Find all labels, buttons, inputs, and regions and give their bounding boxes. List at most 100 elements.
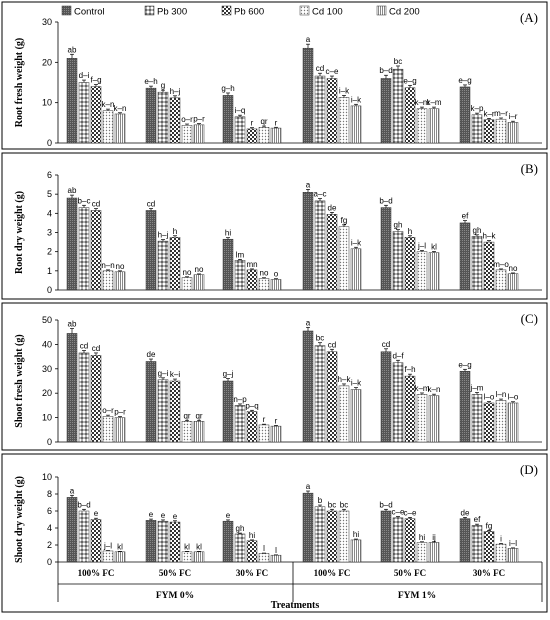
bar-control-5 xyxy=(459,370,471,443)
y-tick-label: 40 xyxy=(42,339,52,349)
bar-pb-300-2 xyxy=(234,533,246,563)
significance-letter: h–j xyxy=(158,231,169,240)
significance-letter: k–n xyxy=(102,100,115,109)
bar-cd-200-1 xyxy=(193,551,205,563)
significance-letter: ef xyxy=(462,212,469,221)
significance-letter: c–e xyxy=(404,508,417,517)
significance-letter: o xyxy=(274,270,279,279)
bar-pb-600-1 xyxy=(169,237,181,291)
significance-letter: no xyxy=(260,269,269,278)
bar-cd-100-1 xyxy=(181,277,193,291)
significance-letter: b–c xyxy=(78,196,91,205)
significance-letter: k–n xyxy=(114,104,127,113)
bar-control-4 xyxy=(380,78,392,144)
bar-cd-100-3 xyxy=(338,510,350,563)
significance-letter: c–e xyxy=(326,67,339,76)
bar-control-2 xyxy=(222,520,234,563)
y-tick-label: 6 xyxy=(47,506,52,516)
bar-cd-200-1 xyxy=(193,124,205,144)
significance-letter: a xyxy=(306,35,311,44)
y-tick-label: 8 xyxy=(47,489,52,499)
bar-cd-200-2 xyxy=(270,554,282,563)
bar-pb-600-4 xyxy=(404,87,416,144)
bar-cd-200-2 xyxy=(270,279,282,291)
significance-letter: c–e xyxy=(392,508,405,517)
significance-letter: g–h xyxy=(221,84,234,93)
panel-frame xyxy=(1,1,548,150)
significance-letter: r xyxy=(263,415,266,424)
significance-letter: ef xyxy=(474,515,481,524)
bar-cd-100-5 xyxy=(495,400,507,443)
bar-cd-100-4 xyxy=(416,108,428,144)
bar-cd-200-1 xyxy=(193,274,205,291)
bar-pb-300-0 xyxy=(78,207,90,291)
bar-pb-600-1 xyxy=(169,97,181,144)
legend-swatch xyxy=(221,5,232,16)
legend: Control Pb 300 Pb 600 Cd 100 Cd 200 xyxy=(61,5,420,18)
significance-letter: lm xyxy=(236,250,245,259)
bar-pb-600-3 xyxy=(326,214,338,291)
significance-letter: l xyxy=(275,546,277,555)
significance-letter: p–q xyxy=(245,401,258,410)
significance-letter: l–o xyxy=(508,393,519,402)
significance-letter: a xyxy=(306,318,311,327)
y-axis-label: Root dry weight (g) xyxy=(14,191,25,274)
significance-letter: i–l xyxy=(509,539,517,548)
bar-control-5 xyxy=(459,222,471,291)
significance-letter: i–k xyxy=(351,238,362,247)
bar-control-0 xyxy=(66,58,78,144)
panel-tag: (B) xyxy=(521,161,538,176)
bar-cd-100-3 xyxy=(338,385,350,443)
bar-control-1 xyxy=(145,520,157,563)
bar-pb-300-0 xyxy=(78,352,90,443)
significance-letter: qr xyxy=(195,411,202,420)
significance-letter: l–o xyxy=(484,392,495,401)
significance-letter: i–k xyxy=(351,95,362,104)
significance-letter: hi xyxy=(249,531,255,540)
bar-pb-600-4 xyxy=(404,237,416,291)
x-category-3: 100% FC xyxy=(314,568,351,578)
y-tick-label: 0 xyxy=(47,138,52,148)
panel-0: 0 10 20 30 Root fresh weight (g) (A) ab e–h g–h a… xyxy=(1,1,548,150)
y-axis-label: Shoot dry weight (g) xyxy=(14,476,25,563)
significance-letter: j–l xyxy=(417,242,426,251)
significance-letter: de xyxy=(461,508,470,517)
significance-letter: d–i xyxy=(79,71,90,80)
bar-pb-300-5 xyxy=(471,114,483,144)
significance-letter: ab xyxy=(68,45,77,54)
significance-letter: f–g xyxy=(90,76,101,85)
significance-letter: bc xyxy=(340,500,348,509)
bar-cd-200-0 xyxy=(114,113,126,144)
significance-letter: kl xyxy=(184,542,190,551)
legend-swatch xyxy=(61,5,72,16)
bar-control-0 xyxy=(66,333,78,443)
significance-letter: r xyxy=(275,416,278,425)
y-tick-label: 0 xyxy=(47,437,52,447)
bar-pb-600-3 xyxy=(326,78,338,144)
legend-item-pb-600: Pb 600 xyxy=(221,5,264,18)
significance-letter: a–c xyxy=(314,190,327,199)
bar-cd-100-5 xyxy=(495,543,507,563)
bar-cd-100-5 xyxy=(495,269,507,291)
bar-control-1 xyxy=(145,87,157,144)
significance-letter: a xyxy=(306,180,311,189)
significance-letter: e–g xyxy=(403,76,416,85)
significance-letter: fg xyxy=(341,216,348,225)
legend-label: Cd 100 xyxy=(312,7,343,18)
bar-pb-300-4 xyxy=(392,517,404,563)
bar-cd-200-2 xyxy=(270,127,282,144)
significance-letter: no xyxy=(183,268,192,277)
significance-letter: a xyxy=(70,486,75,495)
bar-pb-300-1 xyxy=(157,520,169,563)
significance-letter: gh xyxy=(394,221,403,230)
legend-swatch xyxy=(144,5,155,16)
bar-pb-300-1 xyxy=(157,379,169,443)
significance-letter: cd xyxy=(80,342,88,351)
significance-letter: ab xyxy=(68,320,77,329)
significance-letter: g–j xyxy=(223,370,234,379)
significance-letter: o–r xyxy=(102,406,114,415)
bar-pb-600-0 xyxy=(90,355,102,443)
bar-control-4 xyxy=(380,351,392,443)
significance-letter: gh xyxy=(236,524,245,533)
